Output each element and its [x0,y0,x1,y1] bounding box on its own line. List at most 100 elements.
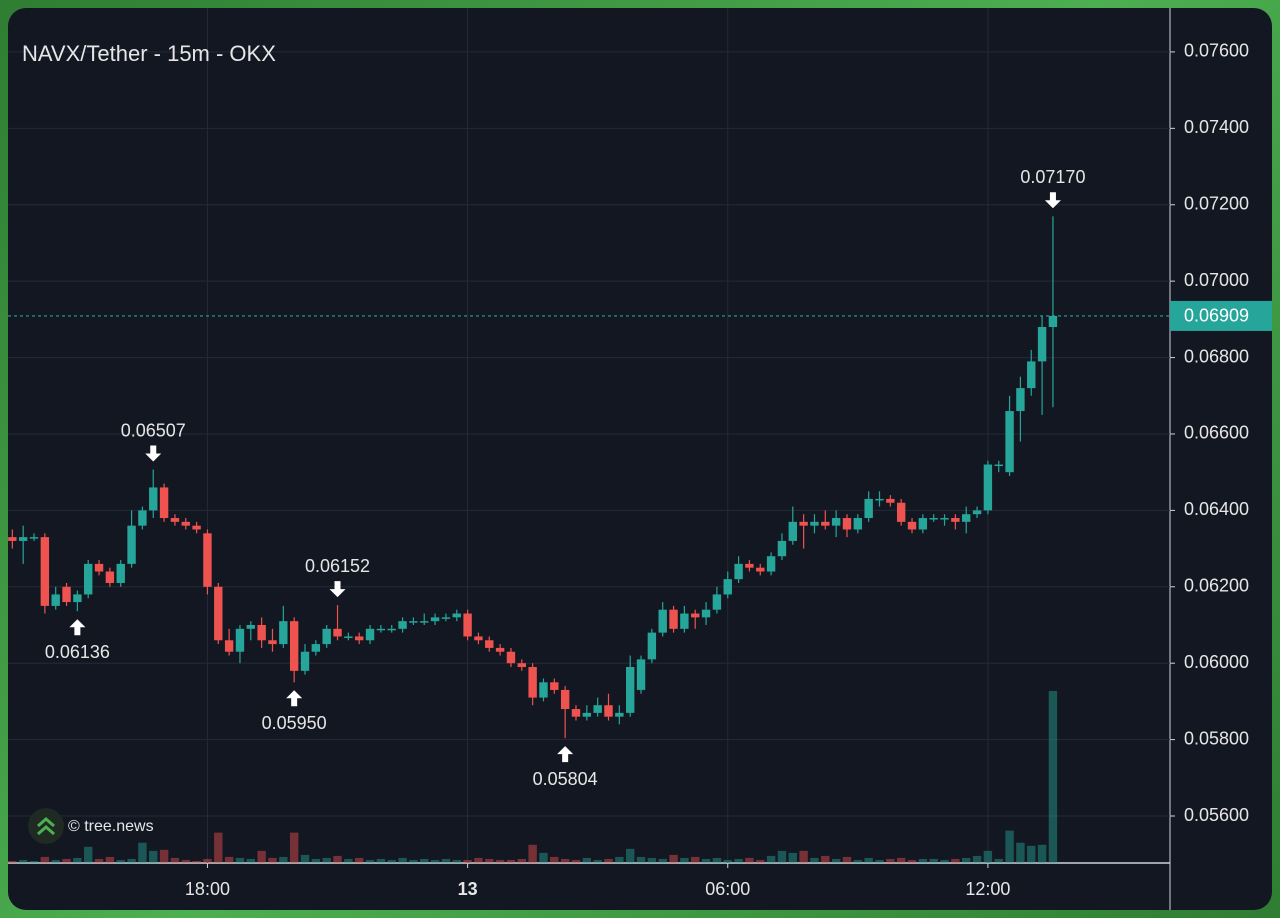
volume-bar [940,859,949,863]
volume-bar [192,860,201,863]
y-tick-label: 0.07200 [1184,193,1249,213]
x-tick-label: 06:00 [705,879,750,899]
volume-bar [994,858,1003,863]
x-tick-label: 13 [458,879,478,899]
annotation-label: 0.07170 [1020,167,1085,187]
candle-body [224,640,234,652]
volume-bar [712,857,722,863]
candle-body [322,628,331,645]
candle-body [636,659,646,690]
volume-bar [734,858,743,863]
candle-body [376,628,386,631]
y-tick-label: 0.07000 [1184,270,1249,290]
candle-body [365,628,375,641]
volume-bar [799,850,808,863]
volume-bar [289,832,299,863]
candle-body [550,682,559,690]
volume-bar [181,859,190,863]
candle-body [539,682,548,698]
volume-bar [311,858,321,863]
candle-body [105,571,115,583]
y-tick-label: 0.07400 [1184,117,1249,137]
candle-body [1037,327,1047,362]
volume-bar [625,848,635,863]
volume-bar [170,857,180,863]
candle-body [799,521,808,526]
candle-body [387,628,396,631]
volume-bar [257,850,266,863]
volume-bar [1005,830,1014,863]
candle-body [929,518,938,520]
candle-body [691,613,700,618]
volume-bar [398,857,407,863]
candle-body [918,518,928,530]
volume-bar [344,858,353,863]
volume-bar [517,858,526,863]
candle-body [430,617,440,622]
y-tick-label: 0.06400 [1184,499,1249,519]
candle-body [745,563,754,568]
volume-bar [105,856,115,863]
volume-bar [691,856,700,863]
volume-bar [842,856,852,863]
candle-body [560,689,570,710]
last-price-label: 0.06909 [1184,306,1249,326]
candle-body [51,594,60,606]
volume-bar [766,855,776,863]
volume-bar [203,858,212,863]
volume-bar [701,858,711,863]
overlay-layer: 0.06507 0.06136 0.05950 0.06152 0.05804 0.071… [8,167,1170,789]
candle-body [625,667,635,713]
volume-bar [756,859,765,863]
chart-title: NAVX/Tether - 15m - OKX [22,41,276,66]
volume-bar [864,857,873,863]
volume-bar [62,858,71,863]
candle-body [517,663,526,668]
y-tick-label: 0.05600 [1184,805,1249,825]
candle-body [463,613,472,637]
volume-bar [658,858,667,863]
volume-bar [886,858,895,863]
volume-bar [149,850,158,863]
volume-bar [365,859,375,863]
volume-bar [1048,691,1058,863]
candle-body [1048,315,1058,328]
volume-bar [279,856,288,863]
volume-bar [929,858,938,863]
candle-body [756,567,765,572]
volume-bar [983,850,993,863]
candle-body [528,667,537,698]
candle-body [907,521,917,530]
candle-body [127,525,136,564]
candle-body [896,502,906,522]
volume-bar [907,859,917,863]
volume-bar [452,859,461,863]
candle-body [149,487,158,511]
candle-body [257,624,266,641]
candle-body [1027,361,1036,389]
candle-body [235,628,245,652]
volume-bar [485,858,494,863]
volume-bar [1037,844,1047,863]
volume-bar [550,856,559,863]
volume-bar [474,857,483,863]
volume-bar [29,860,39,863]
volume-bar [528,844,537,863]
volume-bar [962,857,971,863]
candle-body [420,621,429,623]
volume-bar [495,859,505,863]
y-tick-label: 0.06000 [1184,652,1249,672]
volume-bar [875,859,884,863]
candle-body [615,712,624,717]
candle-body [983,464,993,511]
candle-body [853,518,863,530]
candle-body [62,586,71,603]
volume-bar [571,859,581,863]
candle-body [734,563,743,580]
candle-body [73,594,82,603]
volume-bar [506,859,516,863]
candle-body [723,579,732,595]
candle-body [214,586,223,641]
candle-body [962,514,971,522]
annotation-arrow [1044,192,1061,209]
